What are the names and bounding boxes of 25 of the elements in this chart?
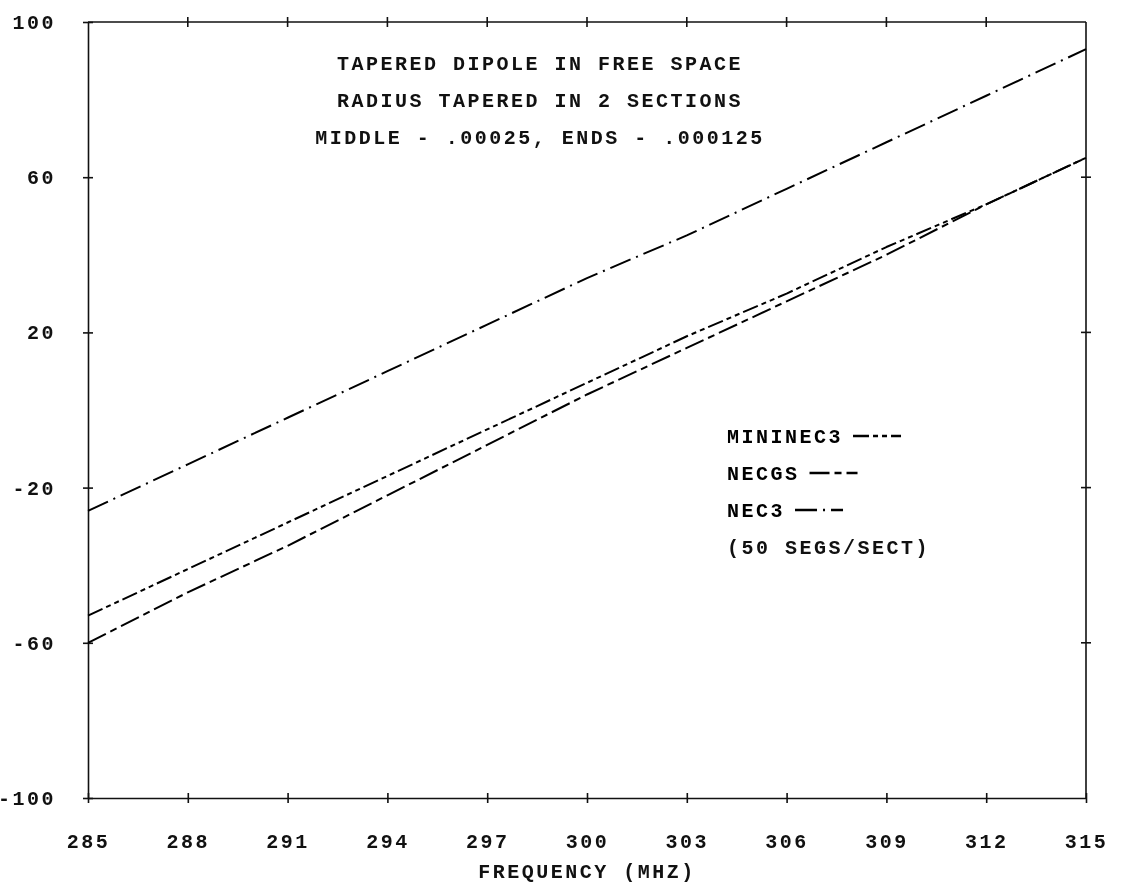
y-tick-label: 20	[26, 322, 56, 346]
x-tick-label: 309	[865, 831, 909, 855]
x-tick-label: 285	[66, 831, 111, 855]
x-tick-label: 303	[665, 831, 710, 855]
y-tick-label: 60	[26, 167, 56, 191]
x-tick-label: 300	[565, 831, 610, 855]
text: TAPERED DIPOLE IN FREE SPACE	[336, 53, 744, 76]
x-tick-label: 297	[465, 831, 510, 855]
x-tick-label: 291	[266, 831, 310, 855]
annotation: (50 SEGS/SECT)	[727, 537, 931, 560]
y-tick-label: -100	[0, 787, 56, 811]
x-tick-label: 312	[964, 831, 1009, 855]
y-tick-label: -60	[12, 632, 56, 656]
annotation: MIDDLE - .00025, ENDS - .000125	[315, 127, 765, 150]
legend-label: NEC3	[727, 500, 786, 523]
x-tick-label: 315	[1064, 831, 1109, 855]
legend-label: MININEC3	[727, 426, 844, 449]
x-axis-title: FREQUENCY (MHZ)	[478, 861, 696, 884]
x-tick-label: 288	[166, 831, 211, 855]
y-tick-label: -20	[12, 477, 56, 501]
text: RADIUS TAPERED IN 2 SECTIONS	[336, 90, 744, 113]
x-tick-label: 306	[765, 831, 809, 855]
legend-label: NECGS	[727, 463, 800, 486]
x-tick-label: 294	[366, 831, 410, 855]
y-tick-label: 100	[12, 11, 56, 35]
